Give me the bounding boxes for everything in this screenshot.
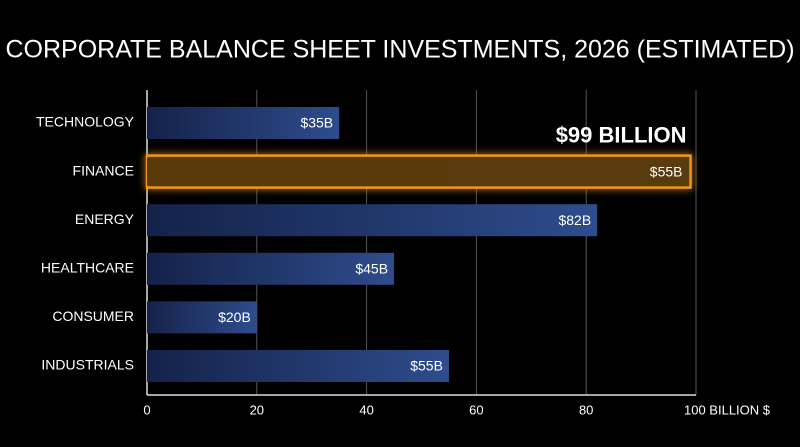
y-tick-label: FINANCE xyxy=(73,162,134,178)
x-tick-label: 40 xyxy=(359,402,373,417)
x-tick-label: 20 xyxy=(250,402,264,417)
bar xyxy=(147,252,395,285)
bar xyxy=(147,204,598,237)
value-label: $35B xyxy=(300,115,333,131)
x-tick-label: 0 xyxy=(143,402,150,417)
y-tick-label: HEALTHCARE xyxy=(41,260,134,276)
x-tick-label: 80 xyxy=(579,402,593,417)
value-label: $45B xyxy=(355,261,388,277)
value-label: $82B xyxy=(558,212,591,228)
x-tick-label: 100 BILLION $ xyxy=(684,402,771,417)
x-tick-label: 60 xyxy=(469,402,483,417)
annotation: $99 BILLION xyxy=(556,122,687,147)
bar xyxy=(147,350,449,382)
bar xyxy=(147,301,257,334)
y-tick-label: TECHNOLOGY xyxy=(36,114,135,130)
bar xyxy=(147,107,340,139)
value-label: $55B xyxy=(650,163,683,179)
y-tick-label: INDUSTRIALS xyxy=(41,357,134,373)
bar xyxy=(147,157,449,186)
value-label: $55B xyxy=(410,358,443,374)
value-label: $20B xyxy=(218,309,251,325)
chart-title: CORPORATE BALANCE SHEET INVESTMENTS, 202… xyxy=(5,36,794,64)
y-tick-label: ENERGY xyxy=(75,211,135,227)
y-tick-label: CONSUMER xyxy=(52,308,134,324)
